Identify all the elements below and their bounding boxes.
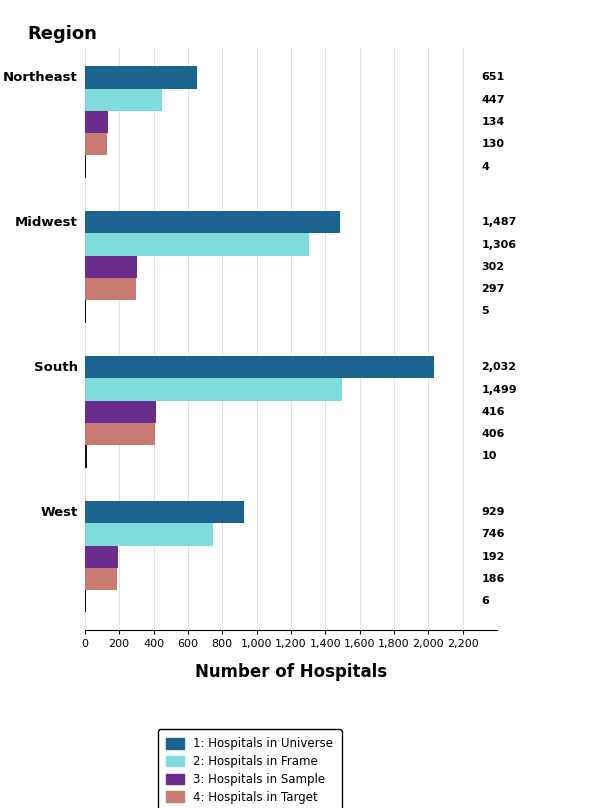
Legend: 1: Hospitals in Universe, 2: Hospitals in Frame, 3: Hospitals in Sample, 4: Hosp: 1: Hospitals in Universe, 2: Hospitals i… <box>158 730 342 808</box>
Text: 10: 10 <box>481 452 497 461</box>
Bar <box>85 401 156 423</box>
Text: 134: 134 <box>481 117 505 127</box>
Text: 1,499: 1,499 <box>481 385 517 394</box>
Text: 5: 5 <box>481 306 489 317</box>
Bar <box>85 278 136 301</box>
Bar <box>85 378 342 401</box>
Bar <box>85 356 434 378</box>
Bar <box>85 501 244 524</box>
Text: 302: 302 <box>481 262 504 272</box>
Bar <box>85 423 155 445</box>
Bar <box>85 568 117 590</box>
Text: 6: 6 <box>481 596 489 606</box>
Bar <box>85 111 108 133</box>
Text: 192: 192 <box>481 552 505 562</box>
Bar <box>85 524 213 545</box>
Bar <box>85 211 340 234</box>
Text: 406: 406 <box>481 429 505 439</box>
Text: 447: 447 <box>481 95 505 105</box>
Text: 416: 416 <box>481 406 505 417</box>
Text: 746: 746 <box>481 529 505 540</box>
Bar <box>85 545 118 568</box>
X-axis label: Number of Hospitals: Number of Hospitals <box>195 663 387 681</box>
Text: 929: 929 <box>481 507 505 517</box>
Text: 2,032: 2,032 <box>481 362 516 372</box>
Bar <box>85 133 107 155</box>
Bar <box>85 590 86 612</box>
Text: 186: 186 <box>481 574 505 584</box>
Bar <box>85 445 87 468</box>
Text: 1,306: 1,306 <box>481 240 516 250</box>
Text: 651: 651 <box>481 73 505 82</box>
Text: 4: 4 <box>481 162 489 171</box>
Bar <box>85 89 162 111</box>
Text: Region: Region <box>27 25 97 43</box>
Bar <box>85 66 196 89</box>
Text: 1,487: 1,487 <box>481 217 517 227</box>
Bar <box>85 256 137 278</box>
Bar <box>85 234 309 256</box>
Text: 297: 297 <box>481 284 505 294</box>
Text: 130: 130 <box>481 139 504 149</box>
